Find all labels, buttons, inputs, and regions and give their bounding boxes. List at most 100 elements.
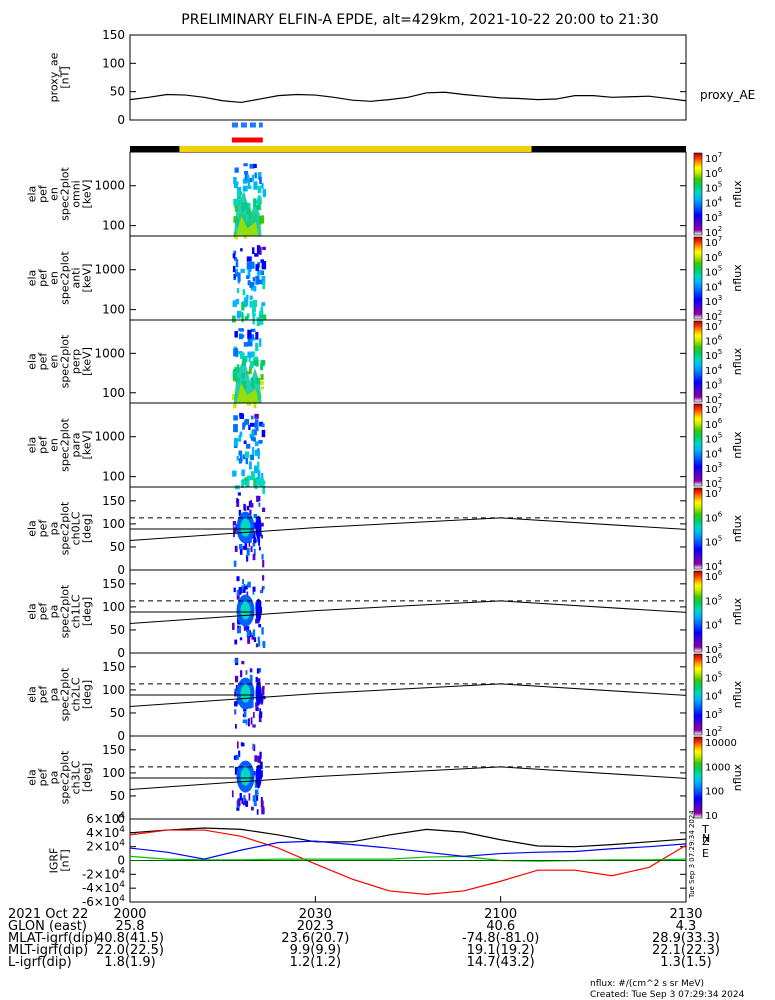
spectrum-cell <box>248 357 251 363</box>
colorbar-tick-label: 104 <box>705 279 723 293</box>
colorbar-strip <box>693 653 703 736</box>
spectrum-cell <box>251 430 255 436</box>
colorbar-tick-label: 105 <box>705 593 722 607</box>
spectrum-cell <box>236 186 242 194</box>
spectrum-cell <box>251 415 254 420</box>
spectrum-cell <box>252 299 257 307</box>
spectrum-cell <box>250 471 255 480</box>
pa-core-2 <box>255 764 262 789</box>
y-label-line: [nT] <box>59 66 72 88</box>
colorbar-strip <box>693 236 703 320</box>
pa-cell <box>236 498 238 504</box>
spectrum-cell <box>259 311 264 318</box>
pa-cell <box>258 640 261 647</box>
colorbar-tick-label: 102 <box>705 725 722 739</box>
y-tick-label: 6×104 <box>86 811 125 826</box>
y-label-line: [keV] <box>81 264 94 293</box>
x-tick-label: 2130 <box>669 907 702 922</box>
pa-cell <box>234 639 238 645</box>
spectrum-cell <box>254 419 259 427</box>
colorbar-tick-label: 106 <box>705 569 723 583</box>
spectrum-cell <box>258 195 261 204</box>
spectrum-cell <box>249 177 253 183</box>
y-label-line: proxy_ae <box>48 52 61 102</box>
spectrum-cell <box>250 328 256 333</box>
spectrum-cell <box>260 259 265 263</box>
pa-core-2 <box>255 598 262 623</box>
pa-cell <box>239 670 243 678</box>
spectrum-cell <box>243 163 248 167</box>
spectrum-cell <box>242 422 245 430</box>
ephem-value: 22.0(22.5) <box>96 943 164 958</box>
colorbar-tick-label: 102 <box>705 476 722 490</box>
ephem-row-label: MLT-igrf(dip) <box>8 943 88 958</box>
spectrum-cell <box>262 314 267 321</box>
y-label-line: ela <box>26 603 39 620</box>
spectrum-cell <box>261 183 264 189</box>
spectrum-cell <box>234 272 240 277</box>
colorbar-tick-label: 107 <box>705 319 722 333</box>
spectrum-cell <box>259 421 264 427</box>
colorbar-tick-label: 107 <box>705 235 722 249</box>
series-T <box>129 827 687 848</box>
pa-cell <box>259 711 263 718</box>
pa-cell <box>232 622 235 630</box>
y-tick-label: 100 <box>102 219 125 233</box>
pa-cell <box>257 678 261 684</box>
pa-cell <box>250 632 253 638</box>
y-tick-label: 0 <box>117 563 125 577</box>
y-label-line: omni <box>70 180 83 207</box>
colorbar-label: nflux <box>731 763 744 791</box>
y-label-line: [deg] <box>81 763 94 792</box>
pa-cell <box>261 554 264 560</box>
pa-cell <box>250 546 253 552</box>
colorbar-strip <box>693 736 703 819</box>
spectrum-cell <box>236 288 240 294</box>
pa-cell <box>255 643 259 648</box>
y-label-line: pef <box>37 268 50 287</box>
spectrum-core-hot <box>236 383 259 403</box>
pa-cell <box>243 588 246 593</box>
spectrum-cell <box>254 253 259 257</box>
y-label-line: spec2plot <box>59 750 72 804</box>
y-label-line: ch3LC <box>70 760 83 794</box>
panel-frame <box>129 34 687 121</box>
spectrum-cell <box>242 289 246 296</box>
colorbar-tick-label: 104 <box>705 446 723 460</box>
y-label-line: pef <box>37 685 50 704</box>
y-label-line: ela <box>26 520 39 537</box>
pa-cell <box>256 668 260 674</box>
spectrum-cell <box>233 176 237 184</box>
spectrum-cell <box>258 381 264 386</box>
spectrum-cell <box>261 260 267 270</box>
pa-cell <box>244 712 247 718</box>
y-tick-label: 100 <box>102 56 125 70</box>
colorbar-tick-label: 106 <box>705 250 723 264</box>
y-label-line: spec2plot <box>59 667 72 721</box>
colorbar-tick-label: 103 <box>705 377 722 391</box>
pa-cell <box>261 627 264 635</box>
spectrum-cell <box>246 262 251 270</box>
y-label-line: [keV] <box>81 180 94 209</box>
pa-cell <box>242 719 246 724</box>
spectrum-cell <box>259 315 263 321</box>
pa-cell <box>234 527 237 534</box>
colorbar-label: nflux <box>731 180 744 208</box>
y-label-line: [nT] <box>59 849 72 871</box>
spectrum-cell <box>240 334 245 338</box>
pa-cell <box>261 585 265 590</box>
spectrum-cell <box>239 328 245 332</box>
panel-ch0LC: elapefpaspec2plotch0LC[deg]1501005001071… <box>26 486 745 577</box>
pa-cell <box>259 708 261 713</box>
spectrum-cell <box>259 246 262 255</box>
spectrum-cell <box>249 334 255 340</box>
spectrum-cell <box>233 198 238 206</box>
spectrum-cell <box>236 364 240 374</box>
colorbar-tick-label: 10 <box>705 811 718 822</box>
colorbar-tick-label: 104 <box>705 195 723 209</box>
spectrum-cell <box>253 478 259 487</box>
spectrum-cell <box>247 269 251 278</box>
spectrum-cell <box>233 437 238 447</box>
